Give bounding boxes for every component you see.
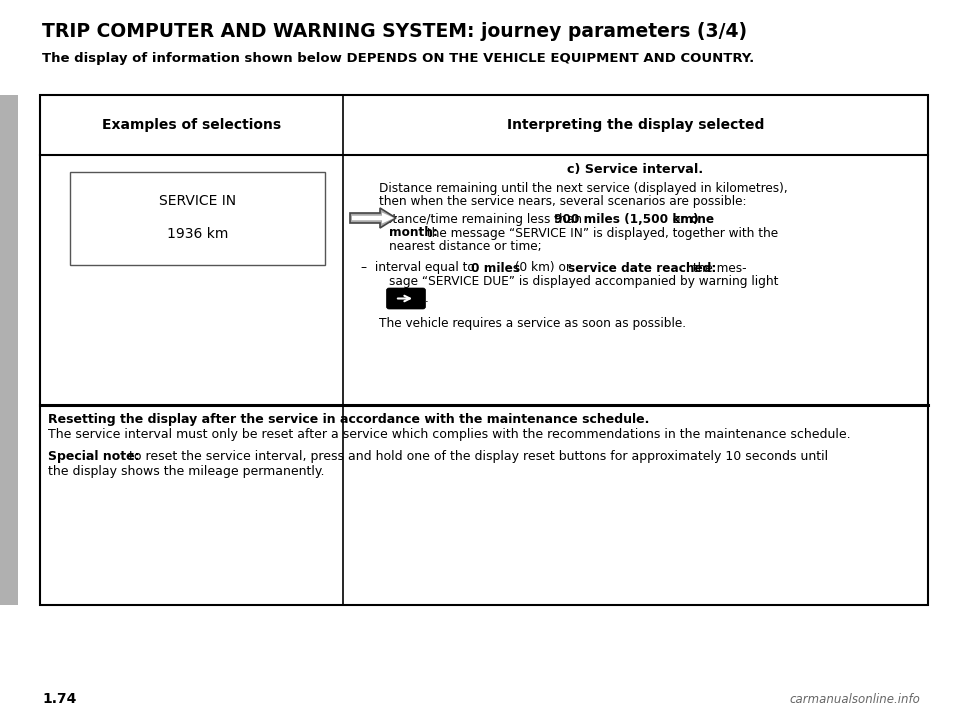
Text: one: one [690, 213, 715, 226]
Text: then when the service nears, several scenarios are possible:: then when the service nears, several sce… [379, 195, 747, 209]
Text: nearest distance or time;: nearest distance or time; [389, 240, 541, 253]
Text: Interpreting the display selected: Interpreting the display selected [507, 118, 764, 132]
Text: the display shows the mileage permanently.: the display shows the mileage permanentl… [48, 465, 324, 478]
Text: The vehicle requires a service as soon as possible.: The vehicle requires a service as soon a… [379, 317, 686, 329]
Text: TRIP COMPUTER AND WARNING SYSTEM: journey parameters (3/4): TRIP COMPUTER AND WARNING SYSTEM: journe… [42, 22, 747, 41]
Text: c) Service interval.: c) Service interval. [567, 163, 704, 176]
Bar [40, 95, 928, 605]
Text: sage “SERVICE DUE” is displayed accompanied by warning light: sage “SERVICE DUE” is displayed accompan… [389, 275, 779, 288]
Text: to reset the service interval, press and hold one of the display reset buttons f: to reset the service interval, press and… [125, 450, 828, 463]
Text: –  distance/time remaining less than: – distance/time remaining less than [361, 213, 586, 226]
Text: 0 miles: 0 miles [470, 261, 519, 275]
Text: 1936 km: 1936 km [167, 227, 228, 241]
Text: –  interval equal to: – interval equal to [361, 261, 479, 275]
Text: the mes-: the mes- [689, 261, 747, 275]
Text: the message “SERVICE IN” is displayed, together with the: the message “SERVICE IN” is displayed, t… [423, 226, 779, 239]
Bar [0, 95, 18, 605]
Text: month:: month: [389, 226, 438, 239]
Bar [70, 172, 325, 265]
Text: 900 miles (1,500 km): 900 miles (1,500 km) [554, 213, 699, 226]
Text: The display of information shown below DEPENDS ON THE VEHICLE EQUIPMENT AND COUN: The display of information shown below D… [42, 52, 755, 65]
Text: 1.74: 1.74 [42, 692, 77, 706]
Text: Special note:: Special note: [48, 450, 139, 463]
Text: Resetting the display after the service in accordance with the maintenance sched: Resetting the display after the service … [48, 413, 649, 426]
Text: Examples of selections: Examples of selections [102, 118, 281, 132]
Text: .: . [425, 292, 429, 305]
Text: The service interval must only be reset after a service which complies with the : The service interval must only be reset … [48, 428, 851, 441]
Text: or: or [669, 213, 689, 226]
Text: SERVICE IN: SERVICE IN [159, 194, 236, 208]
FancyBboxPatch shape [387, 288, 425, 309]
FancyArrow shape [352, 212, 394, 224]
Text: service date reached:: service date reached: [568, 261, 716, 275]
Text: Distance remaining until the next service (displayed in kilometres),: Distance remaining until the next servic… [379, 182, 787, 195]
FancyArrow shape [350, 208, 396, 228]
Text: (0 km) or: (0 km) or [511, 261, 575, 275]
Text: carmanualsonline.info: carmanualsonline.info [789, 693, 920, 706]
